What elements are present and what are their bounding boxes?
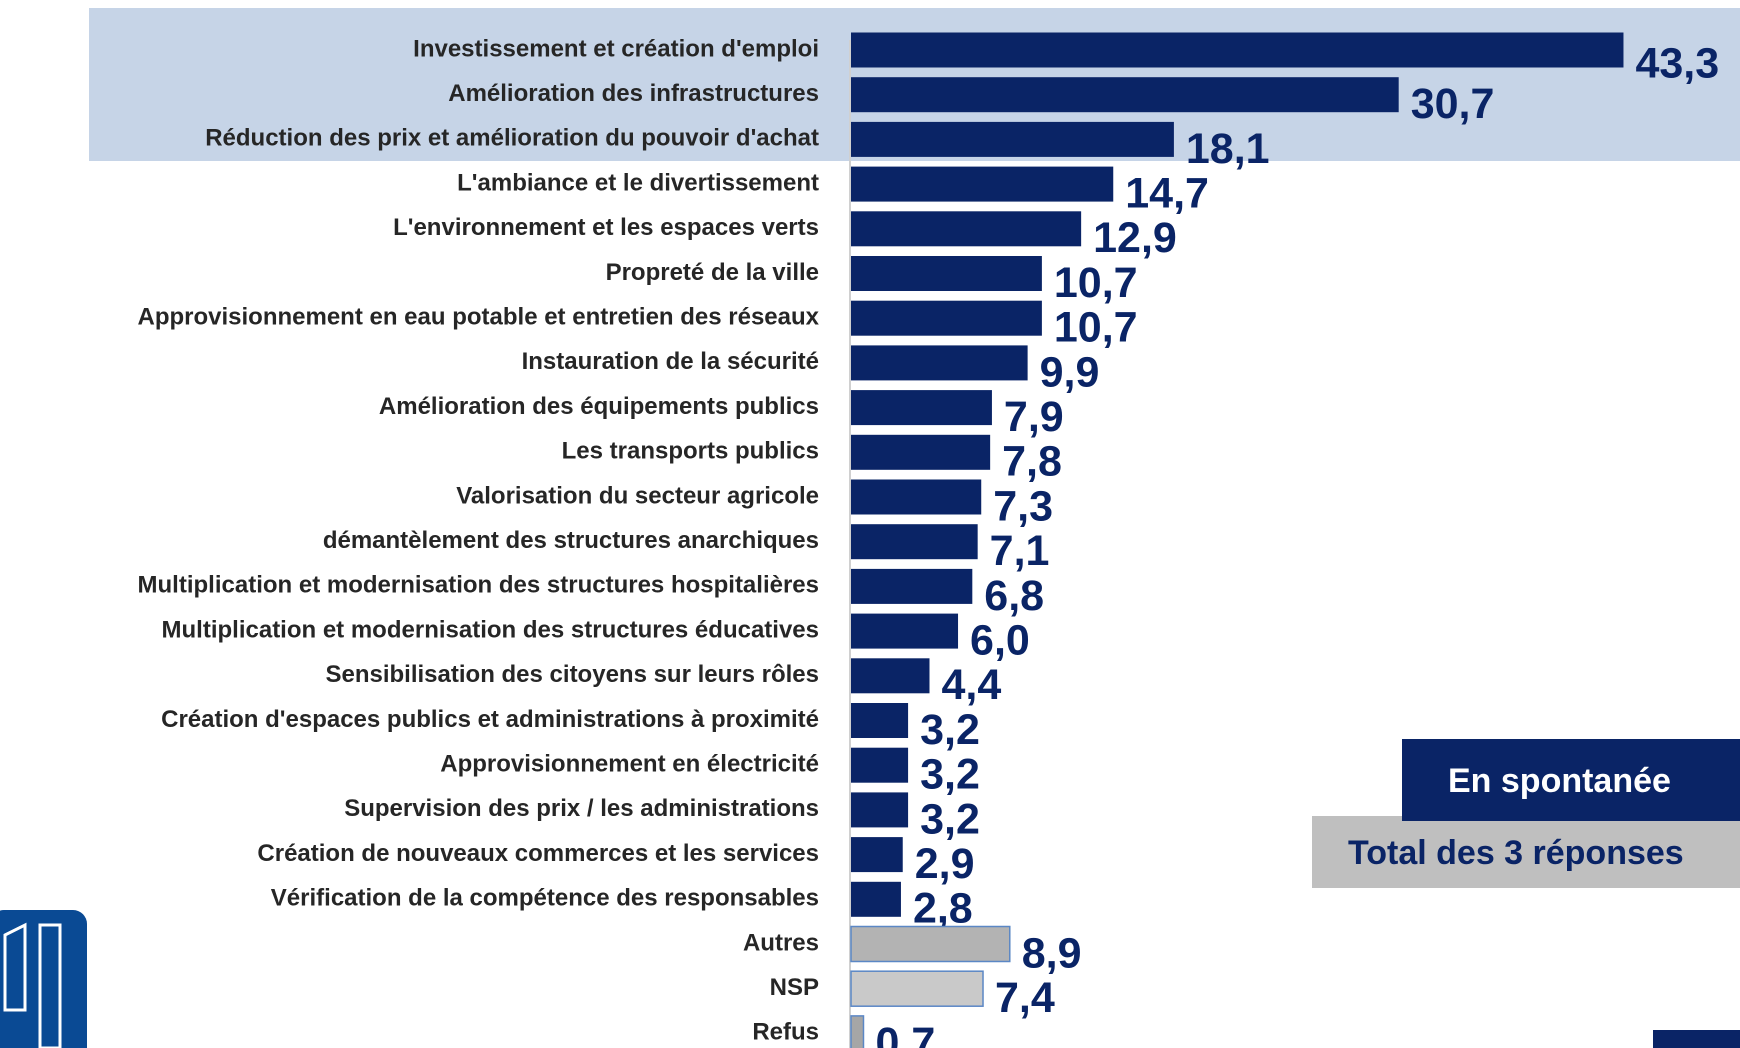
bar — [851, 524, 978, 560]
value-label: 7,9 — [1004, 393, 1064, 441]
annotation: Total des 3 réponses — [1348, 834, 1684, 872]
category-label: Autres — [743, 929, 819, 956]
annotation-box — [1402, 739, 1740, 821]
value-label: 43,3 — [1635, 39, 1719, 87]
value-label: 10,7 — [1054, 304, 1138, 352]
category-label: L'ambiance et le divertissement — [457, 169, 819, 196]
category-label: Approvisionnement en eau potable et entr… — [137, 304, 819, 331]
bar — [851, 32, 1624, 68]
bar — [850, 925, 1011, 963]
value-label: 18,1 — [1186, 125, 1270, 173]
bar — [851, 434, 991, 470]
category-label: Les transports publics — [562, 438, 819, 465]
bar — [851, 613, 959, 649]
value-label: 30,7 — [1411, 80, 1495, 128]
axis-line — [849, 40, 851, 1048]
category-label: Amélioration des infrastructures — [448, 80, 819, 107]
bar — [850, 1015, 865, 1048]
value-label: 9,9 — [1040, 348, 1100, 396]
category-label: Investissement et création d'emploi — [413, 35, 819, 62]
bar — [851, 300, 1042, 336]
category-label: Approvisionnement en électricité — [440, 751, 819, 778]
bar — [851, 390, 992, 426]
category-label: Supervision des prix / les administratio… — [344, 795, 819, 822]
category-label: Sensibilisation des citoyens sur leurs r… — [325, 661, 819, 688]
category-label: Propreté de la ville — [606, 259, 819, 286]
value-label: 6,0 — [970, 616, 1030, 664]
value-label: 3,2 — [920, 751, 980, 799]
bar — [851, 256, 1042, 291]
annotation: En spontanée — [1448, 762, 1671, 800]
value-label: 8,9 — [1022, 929, 1082, 977]
value-label: 7,8 — [1002, 438, 1062, 486]
category-label: Multiplication et modernisation des stru… — [162, 616, 819, 643]
value-label: 2,9 — [915, 840, 975, 888]
bar — [851, 479, 982, 515]
value-label: 7,4 — [995, 974, 1055, 1022]
value-label: 10,7 — [1054, 259, 1138, 307]
category-label: Refus — [752, 1019, 819, 1046]
bar — [851, 77, 1399, 113]
annotation-box — [1312, 816, 1740, 888]
value-label: 12,9 — [1093, 214, 1177, 262]
corner-block — [1653, 1030, 1740, 1048]
value-label: 6,8 — [984, 572, 1044, 620]
logo-mark — [3, 922, 62, 1048]
bar — [850, 970, 984, 1007]
value-label: 4,4 — [941, 661, 1001, 709]
category-label: Création de nouveaux commerces et les se… — [257, 840, 819, 867]
category-label: Création d'espaces publics et administra… — [161, 706, 819, 733]
category-label: NSP — [770, 974, 819, 1001]
bar — [851, 881, 901, 917]
category-label: Vérification de la compétence des respon… — [271, 885, 819, 912]
bar — [851, 837, 903, 873]
value-label: 3,2 — [920, 706, 980, 754]
bar — [851, 166, 1114, 202]
bar — [851, 568, 973, 604]
category-label: L'environnement et les espaces verts — [393, 214, 819, 241]
category-label: Valorisation du secteur agricole — [456, 482, 819, 509]
value-label: 0,7 — [875, 1019, 935, 1048]
category-label: Amélioration des équipements publics — [379, 393, 819, 420]
bar — [851, 121, 1174, 157]
value-label: 3,2 — [920, 795, 980, 843]
category-label: Réduction des prix et amélioration du po… — [205, 125, 819, 152]
category-label: Multiplication et modernisation des stru… — [138, 572, 819, 599]
bar — [851, 747, 909, 783]
category-label: Instauration de la sécurité — [522, 348, 819, 375]
bar — [851, 211, 1082, 247]
value-label: 2,8 — [913, 885, 973, 933]
bar — [851, 345, 1028, 381]
bar — [851, 792, 909, 828]
value-label: 14,7 — [1125, 169, 1209, 217]
bar — [851, 658, 930, 694]
value-label: 7,1 — [990, 527, 1050, 575]
value-label: 7,3 — [993, 482, 1053, 530]
bar — [851, 703, 909, 738]
logo — [0, 910, 87, 1048]
category-label: démantèlement des structures anarchiques — [323, 527, 819, 554]
